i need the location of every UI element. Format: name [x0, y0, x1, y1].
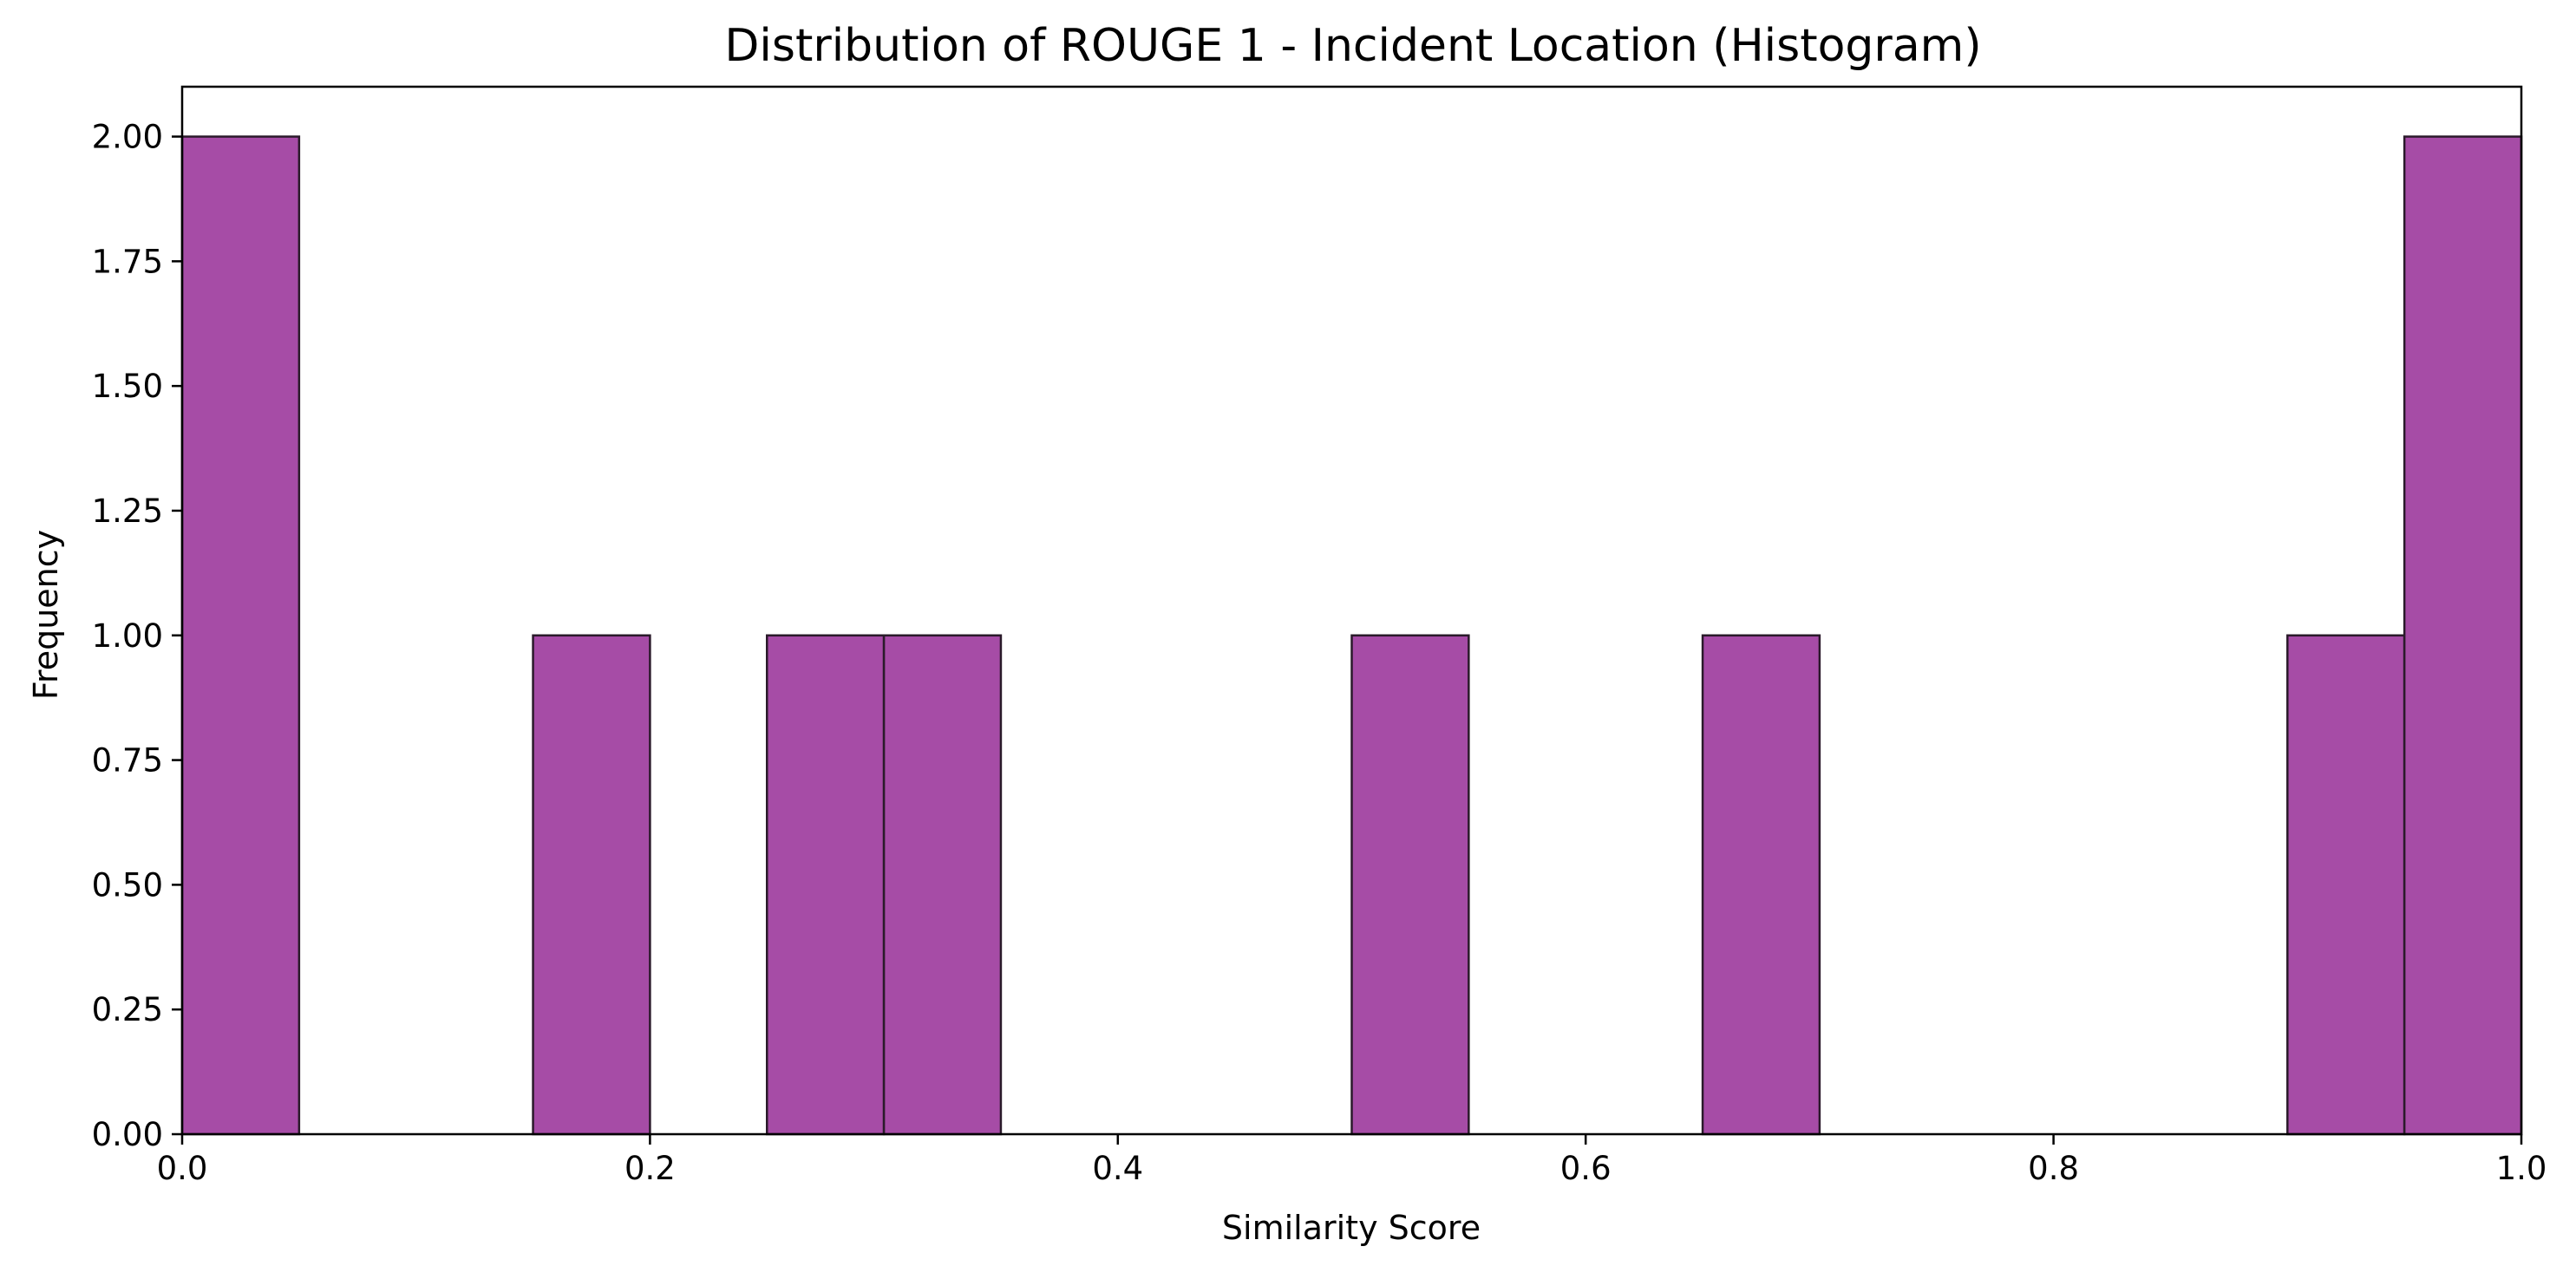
y-tick-label-8: 2.00	[92, 119, 163, 156]
bars-layer	[180, 135, 2523, 1136]
x-tick-label-0: 0.0	[157, 1150, 208, 1187]
y-tick-label-6: 1.50	[92, 368, 163, 405]
x-axis-ticks: 0.0 0.2 0.4 0.6 0.8 1.0	[157, 1134, 2547, 1187]
histogram-bar-7	[2403, 135, 2523, 1136]
histogram-bar-4	[1350, 634, 1470, 1136]
chart-title: Distribution of ROUGE 1 - Incident Locat…	[724, 20, 1981, 72]
y-tick-label-1: 0.25	[92, 991, 163, 1028]
x-tick-label-4: 0.8	[2028, 1150, 2079, 1187]
y-tick-label-3: 0.75	[92, 742, 163, 780]
histogram-bar-1	[532, 634, 651, 1136]
y-tick-label-7: 1.75	[92, 243, 163, 280]
y-tick-label-5: 1.25	[92, 493, 163, 530]
x-tick-label-2: 0.4	[1092, 1150, 1143, 1187]
histogram-bar-2	[766, 634, 886, 1136]
y-axis-label: Frequency	[27, 530, 65, 700]
histogram-bar-5	[1701, 634, 1821, 1136]
histogram-bar-6	[2286, 634, 2406, 1136]
y-tick-label-2: 0.50	[92, 866, 163, 904]
y-axis-ticks: 0.00 0.25 0.50 0.75 1.00 1.25 1.50 1.75 2.00	[92, 119, 182, 1153]
histogram-bar-3	[882, 634, 1003, 1136]
plot-frame	[180, 85, 2523, 1136]
x-tick-label-3: 0.6	[1560, 1150, 1612, 1187]
x-axis-label: Similarity Score	[1222, 1209, 1481, 1247]
x-tick-label-1: 0.2	[624, 1150, 676, 1187]
histogram-bar-0	[180, 135, 301, 1136]
y-tick-label-0: 0.00	[92, 1116, 163, 1153]
y-tick-label-4: 1.00	[92, 617, 163, 655]
x-tick-label-5: 1.0	[2496, 1150, 2547, 1187]
